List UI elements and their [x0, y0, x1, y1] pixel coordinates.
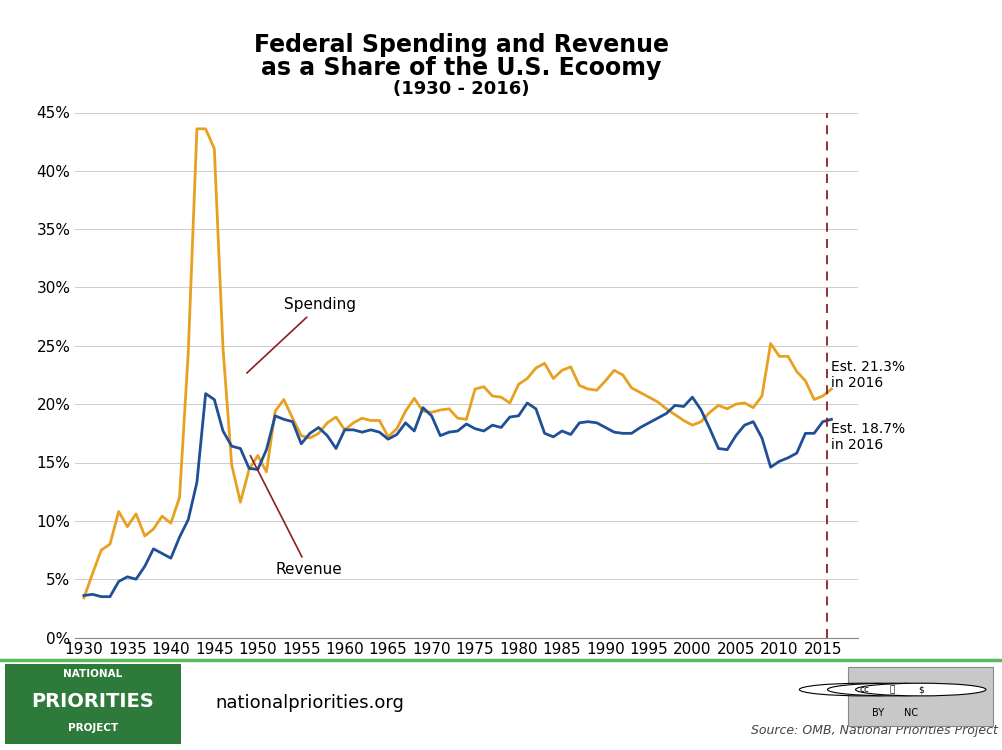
Text: Source: OMB, National Priorities Project: Source: OMB, National Priorities Project	[750, 724, 997, 737]
Text: Revenue: Revenue	[250, 456, 342, 578]
Text: Est. 18.7%
in 2016: Est. 18.7% in 2016	[831, 422, 905, 452]
Text: Spending: Spending	[246, 298, 356, 373]
Text: cc: cc	[859, 685, 869, 694]
FancyBboxPatch shape	[5, 664, 180, 744]
Text: (1930 - 2016): (1930 - 2016)	[393, 80, 529, 98]
Text: PRIORITIES: PRIORITIES	[31, 692, 154, 711]
Circle shape	[827, 683, 957, 696]
Text: Federal Spending and Revenue: Federal Spending and Revenue	[254, 33, 668, 57]
Text: NC: NC	[903, 708, 917, 718]
Text: ⓘ: ⓘ	[889, 685, 895, 694]
FancyBboxPatch shape	[847, 668, 992, 726]
Text: as a Share of the U.S. Ecoomy: as a Share of the U.S. Ecoomy	[261, 56, 661, 80]
Circle shape	[799, 683, 929, 696]
Text: nationalpriorities.org: nationalpriorities.org	[215, 694, 404, 712]
Text: $: $	[917, 685, 923, 694]
Text: BY: BY	[871, 708, 883, 718]
Circle shape	[855, 683, 985, 696]
Text: NATIONAL: NATIONAL	[63, 669, 122, 679]
Text: PROJECT: PROJECT	[67, 722, 118, 733]
Text: Est. 21.3%
in 2016: Est. 21.3% in 2016	[831, 360, 905, 390]
